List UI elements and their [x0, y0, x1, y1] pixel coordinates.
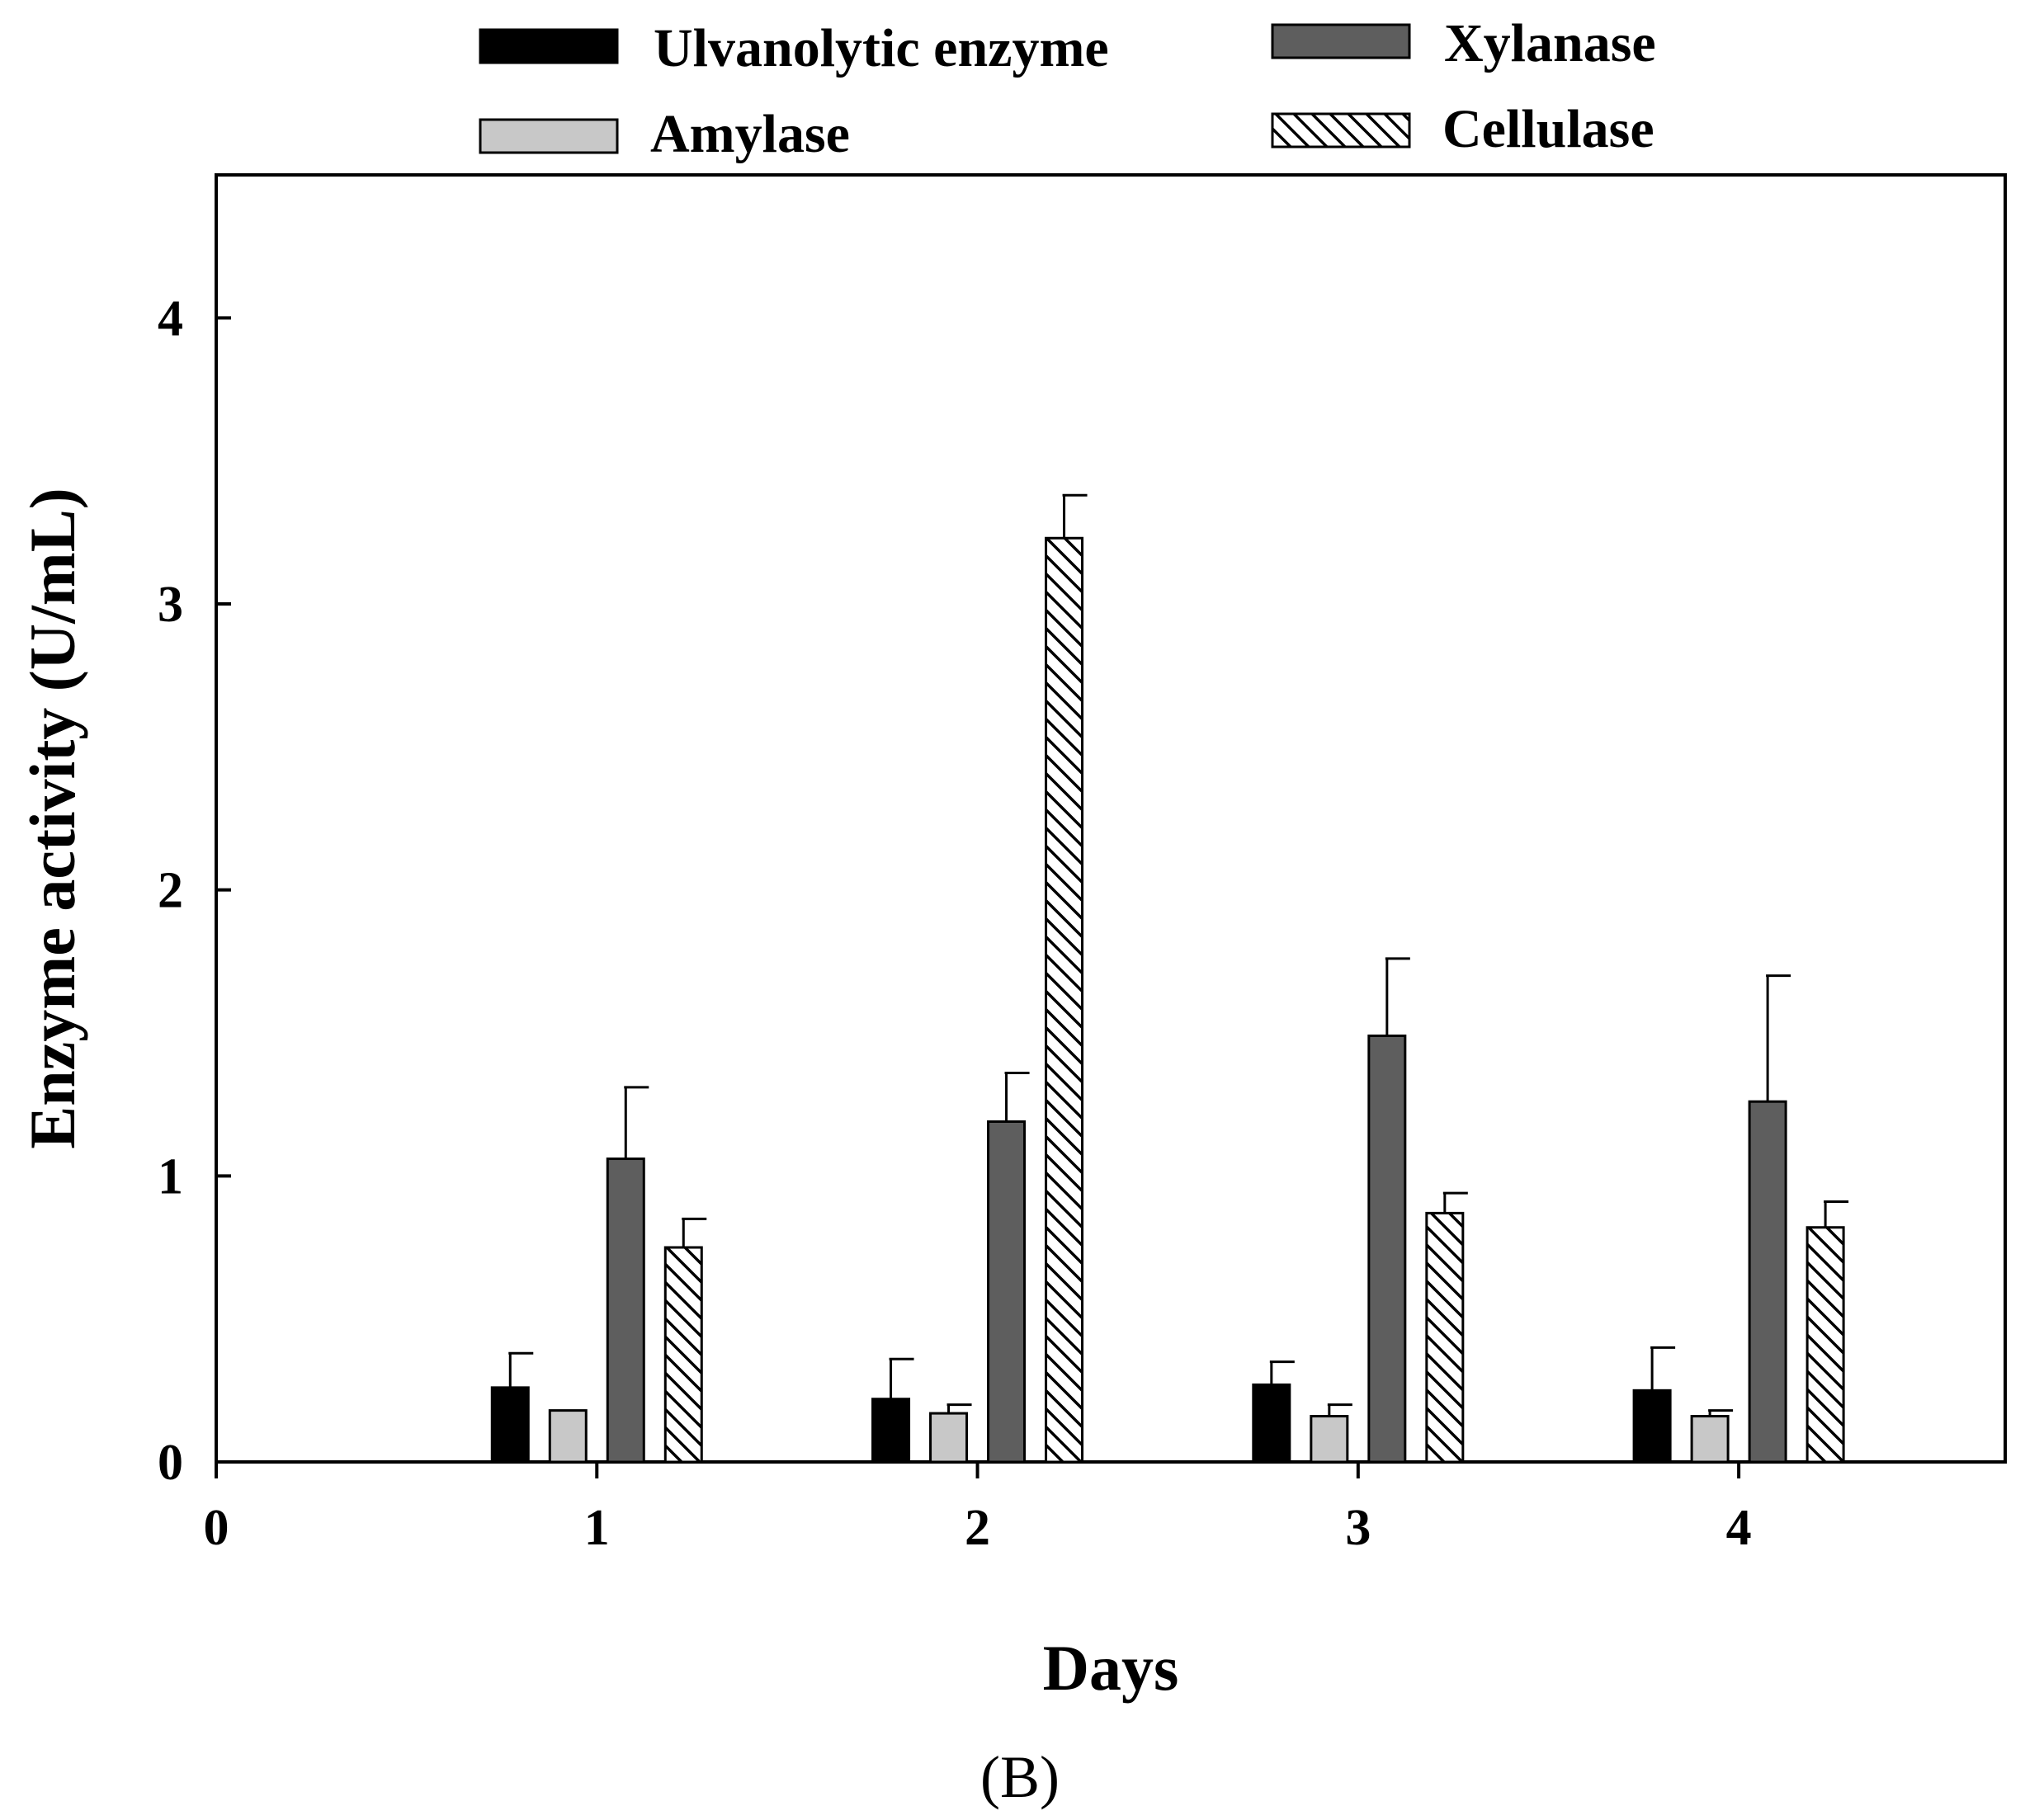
bar	[929, 1412, 969, 1464]
x-tick-label: 1	[584, 1500, 610, 1556]
legend-label: Ulvanolytic enzyme	[654, 18, 1109, 78]
x-axis-title: Days	[1043, 1632, 1179, 1704]
bar	[1310, 1415, 1349, 1464]
axes: 0 1 2 3 4 0 1 2 3 4	[158, 290, 1752, 1556]
bar	[548, 1409, 588, 1464]
bars	[490, 536, 1845, 1464]
bar	[606, 1158, 645, 1464]
legend-swatch	[1271, 23, 1411, 59]
bar	[1252, 1383, 1291, 1464]
bar	[987, 1120, 1027, 1464]
legend-swatch	[479, 118, 619, 154]
bar	[1425, 1211, 1465, 1464]
bar	[1748, 1100, 1787, 1464]
legend-label: Xylanase	[1444, 13, 1656, 73]
legend-swatch	[1271, 112, 1411, 149]
error-bars	[508, 493, 1849, 1417]
y-tick-label: 2	[158, 863, 183, 919]
legend: Ulvanolytic enzyme Amylase Xylanase Cellula…	[479, 13, 1656, 164]
y-tick-label: 1	[158, 1148, 183, 1205]
plot-frame	[215, 173, 2007, 1464]
bar	[1367, 1034, 1407, 1464]
legend-label: Amylase	[650, 104, 850, 164]
bar	[1632, 1389, 1672, 1464]
bar	[871, 1398, 911, 1464]
y-tick-label: 0	[158, 1435, 183, 1491]
y-tick-label: 4	[158, 290, 183, 347]
y-axis-title: Enzyme activity (U/mL)	[17, 488, 88, 1148]
bar	[490, 1386, 530, 1464]
x-tick-label: 4	[1726, 1500, 1752, 1556]
bar	[1806, 1226, 1845, 1464]
bar	[1690, 1415, 1730, 1464]
x-tick-label: 3	[1345, 1500, 1371, 1556]
legend-label: Cellulase	[1442, 99, 1654, 159]
x-tick-label: 0	[204, 1500, 229, 1556]
x-tick-label: 2	[965, 1500, 990, 1556]
bar	[1045, 536, 1084, 1464]
legend-swatch	[479, 28, 619, 64]
bar	[663, 1246, 703, 1464]
y-tick-label: 3	[158, 577, 183, 633]
panel-label: (B)	[980, 1744, 1060, 1810]
